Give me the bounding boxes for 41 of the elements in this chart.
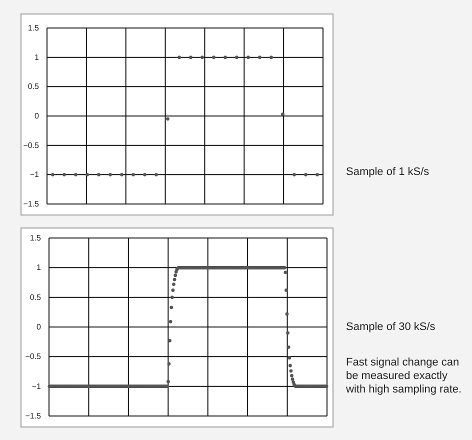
y-tick-label: 0: [36, 322, 42, 332]
point: [304, 172, 308, 176]
y-tick-label: 1.5: [28, 24, 40, 33]
point: [97, 172, 100, 176]
y-tick-label: −0.5: [25, 352, 42, 362]
point: [258, 56, 262, 60]
point: [166, 117, 170, 121]
point: [316, 172, 319, 176]
text: Sample of 1 kS/s: [346, 166, 430, 178]
point: [189, 56, 192, 60]
y-tick-label: −1.5: [25, 412, 42, 421]
point: [224, 56, 227, 60]
point: [270, 56, 273, 60]
y-tick-label: −0.5: [23, 140, 40, 150]
text: Fast signal change can be measured exactly with high sampling rate.: [345, 356, 462, 396]
y-tick-label: 1: [36, 263, 42, 272]
point: [62, 172, 66, 176]
y-tick-label: 0.5: [30, 292, 42, 302]
point: [246, 56, 250, 60]
point: [178, 56, 181, 60]
point: [235, 56, 238, 60]
point: [200, 56, 204, 60]
point: [120, 172, 124, 176]
point: [281, 112, 284, 116]
y-tick-label: −1.5: [23, 200, 40, 209]
point: [51, 172, 54, 176]
y-tick-label: 1: [34, 52, 40, 62]
y-tick-label: −1: [32, 382, 42, 391]
y-tick-label: 0.5: [28, 82, 40, 92]
point: [74, 172, 78, 176]
point: [86, 172, 89, 176]
point: [143, 172, 146, 176]
text: Sample of 30 kS/s: [346, 321, 436, 333]
y-tick-label: 0: [34, 112, 40, 121]
point: [154, 172, 158, 176]
y-tick-label: 1.5: [30, 234, 42, 243]
point: [212, 56, 216, 60]
y-tick-label: −1: [30, 170, 40, 180]
point: [132, 172, 135, 176]
point: [108, 172, 112, 176]
point: [292, 172, 296, 176]
